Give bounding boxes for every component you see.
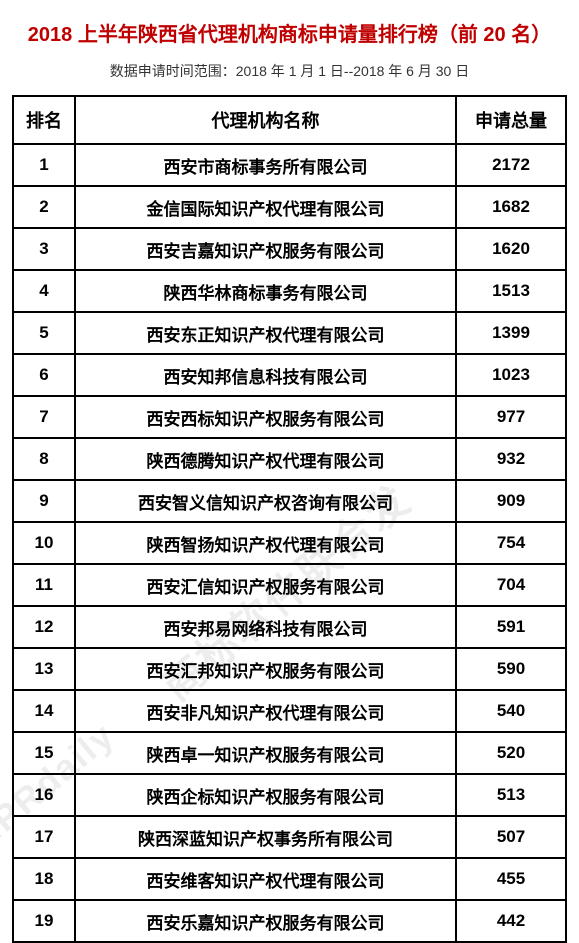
rank-cell: 9 bbox=[13, 480, 75, 522]
table-row: 13西安汇邦知识产权服务有限公司590 bbox=[13, 648, 566, 690]
date-range-subtitle: 数据申请时间范围：2018 年 1 月 1 日--2018 年 6 月 30 日 bbox=[0, 53, 579, 95]
rank-cell: 13 bbox=[13, 648, 75, 690]
agency-name-cell: 西安知邦信息科技有限公司 bbox=[75, 354, 456, 396]
table-row: 10陕西智扬知识产权代理有限公司754 bbox=[13, 522, 566, 564]
rank-cell: 6 bbox=[13, 354, 75, 396]
count-cell: 2172 bbox=[456, 144, 566, 186]
count-cell: 1682 bbox=[456, 186, 566, 228]
table-row: 11西安汇信知识产权服务有限公司704 bbox=[13, 564, 566, 606]
table-row: 1西安市商标事务所有限公司2172 bbox=[13, 144, 566, 186]
agency-name-cell: 西安维客知识产权代理有限公司 bbox=[75, 858, 456, 900]
agency-name-cell: 西安西标知识产权服务有限公司 bbox=[75, 396, 456, 438]
count-cell: 1620 bbox=[456, 228, 566, 270]
agency-name-cell: 陕西深蓝知识产权事务所有限公司 bbox=[75, 816, 456, 858]
table-row: 12西安邦易网络科技有限公司591 bbox=[13, 606, 566, 648]
agency-name-cell: 陕西德腾知识产权代理有限公司 bbox=[75, 438, 456, 480]
rank-cell: 17 bbox=[13, 816, 75, 858]
table-row: 2金信国际知识产权代理有限公司1682 bbox=[13, 186, 566, 228]
rank-cell: 19 bbox=[13, 900, 75, 942]
agency-name-cell: 西安汇信知识产权服务有限公司 bbox=[75, 564, 456, 606]
count-cell: 1399 bbox=[456, 312, 566, 354]
table-row: 4陕西华林商标事务有限公司1513 bbox=[13, 270, 566, 312]
table-row: 9西安智义信知识产权咨询有限公司909 bbox=[13, 480, 566, 522]
table-header-row: 排名 代理机构名称 申请总量 bbox=[13, 96, 566, 144]
rank-cell: 8 bbox=[13, 438, 75, 480]
rank-cell: 2 bbox=[13, 186, 75, 228]
count-cell: 1513 bbox=[456, 270, 566, 312]
agency-name-cell: 西安市商标事务所有限公司 bbox=[75, 144, 456, 186]
rank-cell: 1 bbox=[13, 144, 75, 186]
table-row: 7西安西标知识产权服务有限公司977 bbox=[13, 396, 566, 438]
rank-cell: 10 bbox=[13, 522, 75, 564]
agency-name-cell: 陕西卓一知识产权服务有限公司 bbox=[75, 732, 456, 774]
table-row: 15陕西卓一知识产权服务有限公司520 bbox=[13, 732, 566, 774]
rank-cell: 11 bbox=[13, 564, 75, 606]
count-cell: 540 bbox=[456, 690, 566, 732]
col-header-rank: 排名 bbox=[13, 96, 75, 144]
agency-name-cell: 西安非凡知识产权代理有限公司 bbox=[75, 690, 456, 732]
agency-name-cell: 西安吉嘉知识产权服务有限公司 bbox=[75, 228, 456, 270]
table-row: 5西安东正知识产权代理有限公司1399 bbox=[13, 312, 566, 354]
count-cell: 909 bbox=[456, 480, 566, 522]
agency-name-cell: 金信国际知识产权代理有限公司 bbox=[75, 186, 456, 228]
count-cell: 590 bbox=[456, 648, 566, 690]
col-header-count: 申请总量 bbox=[456, 96, 566, 144]
table-row: 3西安吉嘉知识产权服务有限公司1620 bbox=[13, 228, 566, 270]
count-cell: 704 bbox=[456, 564, 566, 606]
page-title: 2018 上半年陕西省代理机构商标申请量排行榜（前 20 名） bbox=[0, 0, 579, 53]
count-cell: 1023 bbox=[456, 354, 566, 396]
rank-cell: 16 bbox=[13, 774, 75, 816]
table-row: 14西安非凡知识产权代理有限公司540 bbox=[13, 690, 566, 732]
rank-cell: 14 bbox=[13, 690, 75, 732]
table-row: 19西安乐嘉知识产权服务有限公司442 bbox=[13, 900, 566, 942]
agency-name-cell: 陕西智扬知识产权代理有限公司 bbox=[75, 522, 456, 564]
ranking-table: 排名 代理机构名称 申请总量 1西安市商标事务所有限公司21722金信国际知识产… bbox=[12, 95, 567, 943]
agency-name-cell: 陕西企标知识产权服务有限公司 bbox=[75, 774, 456, 816]
rank-cell: 5 bbox=[13, 312, 75, 354]
agency-name-cell: 西安汇邦知识产权服务有限公司 bbox=[75, 648, 456, 690]
count-cell: 507 bbox=[456, 816, 566, 858]
count-cell: 591 bbox=[456, 606, 566, 648]
agency-name-cell: 陕西华林商标事务有限公司 bbox=[75, 270, 456, 312]
count-cell: 754 bbox=[456, 522, 566, 564]
agency-name-cell: 西安智义信知识产权咨询有限公司 bbox=[75, 480, 456, 522]
table-row: 16陕西企标知识产权服务有限公司513 bbox=[13, 774, 566, 816]
count-cell: 520 bbox=[456, 732, 566, 774]
table-row: 6西安知邦信息科技有限公司1023 bbox=[13, 354, 566, 396]
rank-cell: 12 bbox=[13, 606, 75, 648]
rank-cell: 15 bbox=[13, 732, 75, 774]
rank-cell: 7 bbox=[13, 396, 75, 438]
count-cell: 977 bbox=[456, 396, 566, 438]
table-row: 17陕西深蓝知识产权事务所有限公司507 bbox=[13, 816, 566, 858]
rank-cell: 4 bbox=[13, 270, 75, 312]
count-cell: 442 bbox=[456, 900, 566, 942]
count-cell: 513 bbox=[456, 774, 566, 816]
agency-name-cell: 西安乐嘉知识产权服务有限公司 bbox=[75, 900, 456, 942]
agency-name-cell: 西安东正知识产权代理有限公司 bbox=[75, 312, 456, 354]
count-cell: 455 bbox=[456, 858, 566, 900]
rank-cell: 3 bbox=[13, 228, 75, 270]
count-cell: 932 bbox=[456, 438, 566, 480]
table-row: 18西安维客知识产权代理有限公司455 bbox=[13, 858, 566, 900]
agency-name-cell: 西安邦易网络科技有限公司 bbox=[75, 606, 456, 648]
rank-cell: 18 bbox=[13, 858, 75, 900]
col-header-agency: 代理机构名称 bbox=[75, 96, 456, 144]
table-row: 8陕西德腾知识产权代理有限公司932 bbox=[13, 438, 566, 480]
